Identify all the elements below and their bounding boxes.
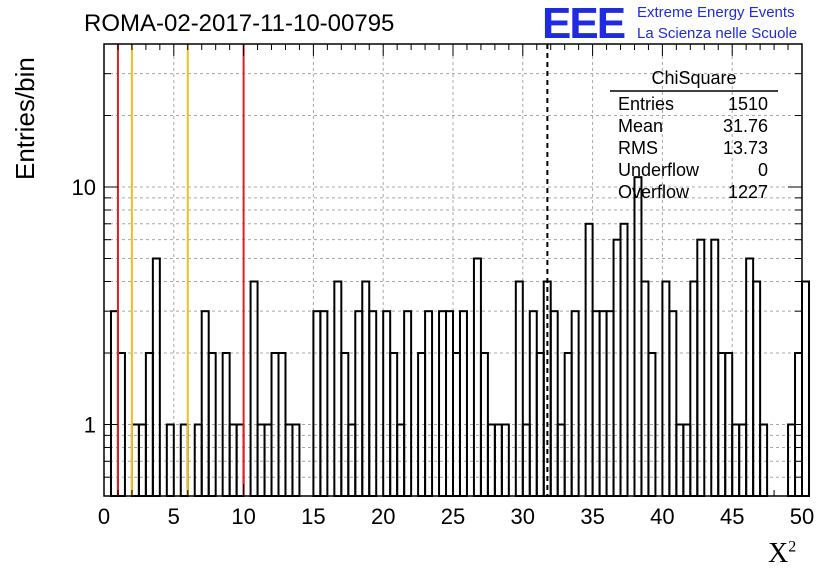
y-axis-label: Entries/bin <box>10 57 40 180</box>
histogram-bin <box>403 310 413 498</box>
x-tick-label: 20 <box>371 504 395 529</box>
stats-value: 31.76 <box>723 116 768 136</box>
histogram-bin <box>514 280 524 498</box>
histogram-bin <box>424 310 434 498</box>
histogram-bin <box>591 310 601 498</box>
x-tick-label: 5 <box>168 504 180 529</box>
histogram-bin <box>549 310 559 498</box>
x-tick-label: 15 <box>301 504 325 529</box>
histogram-bin <box>640 280 650 498</box>
stats-value: 1510 <box>728 94 768 114</box>
x-tick-label: 50 <box>790 504 814 529</box>
run-title: ROMA-02-2017-11-10-00795 <box>84 10 395 37</box>
stats-label: Underflow <box>618 160 700 180</box>
x-tick-label: 25 <box>441 504 465 529</box>
histogram-bin <box>689 280 699 498</box>
stats-value: 1227 <box>728 182 768 202</box>
histogram-bin <box>333 280 343 498</box>
axes: 0 5 10 15 20 25 30 35 40 45 50 1 10 <box>72 43 814 529</box>
histogram-bin <box>528 310 538 498</box>
eee-logo: EEE <box>542 0 626 48</box>
histogram-bin <box>612 238 622 497</box>
histogram-bin <box>584 222 594 497</box>
histogram-bin <box>668 310 678 498</box>
logo-tagline-2: La Scienza nelle Scuole <box>637 25 798 42</box>
histogram-bin <box>633 176 643 497</box>
histogram-bin <box>312 310 322 498</box>
stats-box: ChiSquare Entries 1510 Mean 31.76 RMS 13.73 Und… <box>610 68 778 202</box>
histogram-bin <box>458 310 468 498</box>
y-tick-label: 10 <box>72 175 96 200</box>
histogram-bin <box>696 238 706 497</box>
x-tick-label: 35 <box>580 504 604 529</box>
x-axis-label-exponent: 2 <box>788 538 797 556</box>
logo-tagline-1: Extreme Energy Events <box>637 4 795 21</box>
histogram-bin <box>710 238 720 497</box>
stats-value: 13.73 <box>723 138 768 158</box>
histogram-bin <box>445 310 454 498</box>
histogram-bin <box>200 310 210 498</box>
histogram-bin <box>472 257 482 497</box>
histogram-bin <box>605 310 615 498</box>
histogram-bin <box>249 280 259 498</box>
histogram-series <box>109 176 810 498</box>
x-tick-label: 40 <box>650 504 674 529</box>
histogram-bin <box>361 280 371 498</box>
y-tick-label: 1 <box>84 413 96 438</box>
stats-title: ChiSquare <box>651 68 736 88</box>
stats-value: 0 <box>758 160 768 180</box>
reference-lines <box>116 44 549 496</box>
x-axis-label-base: X <box>768 538 789 569</box>
histogram-bin <box>319 310 329 498</box>
histogram-bin <box>109 310 119 498</box>
stats-label: Overflow <box>618 182 690 202</box>
histogram-bin <box>752 280 762 498</box>
x-tick-label: 45 <box>720 504 744 529</box>
histogram-bin <box>661 280 671 498</box>
histogram-bin <box>382 310 392 498</box>
histogram-bin <box>801 280 810 498</box>
histogram-bin <box>151 257 161 497</box>
stats-label: RMS <box>618 138 658 158</box>
histogram-bin <box>570 310 580 498</box>
histogram-bin <box>598 310 608 498</box>
histogram-bin <box>354 310 364 498</box>
histogram-bin <box>745 257 755 497</box>
histogram-bin <box>619 222 629 497</box>
histogram-bin <box>438 310 448 498</box>
x-tick-label: 0 <box>98 504 110 529</box>
stats-label: Entries <box>618 94 674 114</box>
x-tick-label: 10 <box>231 504 255 529</box>
x-tick-label: 30 <box>511 504 535 529</box>
x-axis-label: X2 <box>768 538 796 570</box>
histogram-bin <box>368 310 378 498</box>
stats-label: Mean <box>618 116 663 136</box>
